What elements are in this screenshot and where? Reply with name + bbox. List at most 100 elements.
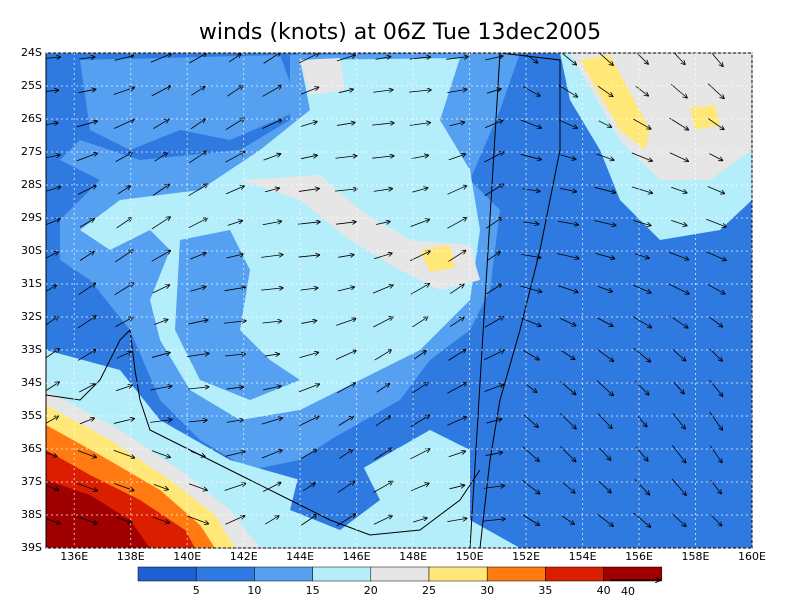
wind-vector [79, 384, 94, 393]
wind-vector [409, 90, 431, 92]
wind-vector [636, 415, 646, 426]
wind-vector [190, 287, 205, 292]
wind-vector [671, 220, 686, 225]
wind-vector [558, 84, 578, 97]
wind-vector [484, 385, 504, 392]
wind-vector [188, 320, 207, 325]
wind-vector [188, 184, 208, 197]
wind-vector [337, 287, 354, 292]
wind-vector [46, 518, 60, 523]
wind-vector [671, 478, 686, 495]
wind-vector [373, 448, 392, 461]
wind-vector [596, 153, 613, 160]
wind-vector [557, 220, 578, 225]
wind-vector [298, 384, 319, 393]
wind-vector [79, 418, 94, 425]
wind-vector [150, 420, 172, 423]
wind-vector [337, 123, 355, 126]
wind-vector [410, 284, 429, 295]
wind-vector [301, 515, 316, 526]
wind-vector [300, 449, 317, 459]
wind-vector [187, 353, 209, 357]
wind-vector [631, 186, 652, 193]
colorbar-box [428, 566, 488, 582]
wind-vector [79, 57, 94, 59]
wind-vector [263, 154, 281, 161]
wind-vector [598, 120, 612, 127]
wind-vector [336, 55, 355, 62]
wind-vector [635, 446, 648, 461]
wind-vector [710, 514, 721, 525]
wind-vector [711, 53, 723, 67]
wind-vector [561, 350, 574, 360]
wind-vector [46, 219, 60, 226]
wind-vector [449, 317, 464, 327]
wind-vector [224, 354, 245, 356]
wind-vector [522, 514, 539, 525]
wind-vector [447, 383, 466, 394]
wind-vector [374, 350, 392, 361]
wind-vector [46, 382, 59, 392]
wind-vector [46, 416, 58, 424]
wind-vector [558, 285, 578, 292]
wind-vector [523, 222, 538, 224]
wind-vector [413, 351, 426, 360]
wind-vector [376, 221, 390, 225]
wind-vector [262, 321, 282, 323]
wind-vector [671, 513, 686, 527]
wind-vector [154, 320, 167, 325]
wind-vector [336, 514, 356, 527]
wind-vector [484, 152, 503, 163]
wind-vector [187, 387, 208, 389]
x-tick-label: 146E [343, 550, 371, 563]
wind-vector [522, 188, 539, 192]
wind-vector [335, 156, 356, 158]
wind-vector [483, 486, 504, 489]
wind-vector [150, 54, 171, 63]
wind-vector [190, 253, 206, 260]
colorbar-box [545, 566, 604, 582]
colorbar-label: 25 [422, 584, 436, 597]
field-area [290, 460, 380, 530]
wind-vector [150, 386, 171, 391]
wind-vector [76, 482, 98, 490]
wind-vector [46, 90, 59, 92]
wind-vector [114, 250, 133, 263]
axes: 136E 138E 140E 142E 144E 146E 148E 150E 152E 154E… [21, 46, 766, 563]
wind-vector [299, 416, 318, 426]
wind-vector [46, 187, 61, 192]
colorbar-label: 40 [597, 584, 611, 597]
wind-vector [77, 450, 96, 458]
wind-vector [152, 516, 170, 523]
x-tick-label: 148E [399, 550, 427, 563]
wind-vector [335, 351, 356, 360]
wind-vector [525, 383, 536, 393]
colorbar-box [486, 566, 546, 582]
wind-vector [226, 420, 243, 423]
colorbar-box [312, 566, 372, 582]
wind-vector [153, 119, 169, 129]
wind-vector [46, 57, 61, 59]
wind-vector [337, 481, 354, 493]
wind-vector [225, 516, 244, 525]
wind-vector [486, 89, 501, 94]
wind-vector [634, 253, 649, 258]
field-area [80, 55, 300, 150]
wind-vector [151, 217, 170, 230]
wind-vector [226, 254, 243, 259]
wind-vector [672, 413, 685, 428]
wind-vector [410, 219, 430, 227]
wind-vector [114, 56, 133, 61]
wind-field [46, 53, 752, 548]
wind-vector [707, 83, 724, 99]
wind-vector [262, 86, 281, 97]
wind-vector [672, 445, 685, 462]
wind-vector [669, 117, 689, 130]
y-tick-label: 31S [21, 277, 42, 290]
wind-vector [598, 481, 611, 492]
wind-vector [298, 189, 319, 192]
wind-vector [673, 53, 685, 65]
wind-vector [633, 284, 650, 293]
wind-vector [450, 284, 464, 294]
y-tick-label: 26S [21, 112, 42, 125]
